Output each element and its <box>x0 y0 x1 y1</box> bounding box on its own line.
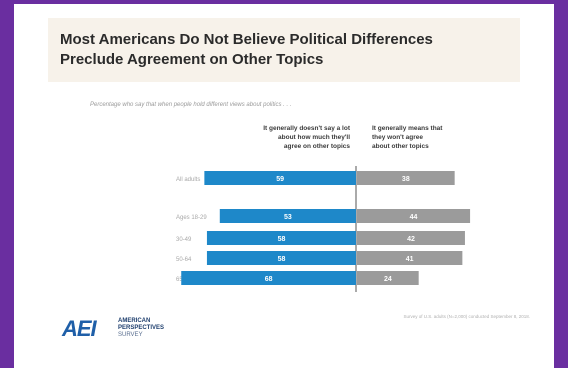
legend-left-line-2: about how much they'll <box>278 134 350 141</box>
bar-right <box>357 271 419 285</box>
bar-right-value: 41 <box>406 256 414 263</box>
legend-left-line-3: agree on other topics <box>283 143 350 150</box>
bar-left-value: 58 <box>278 236 286 243</box>
category-label: Ages 18-29 <box>176 215 207 221</box>
chart-subtitle: Percentage who say that when people hold… <box>90 102 292 108</box>
category-label: 30-49 <box>176 237 192 243</box>
bar-right-value: 44 <box>410 214 418 221</box>
bar-right <box>357 209 471 223</box>
bar-left <box>219 209 356 223</box>
bar-left <box>206 251 356 265</box>
bar-left <box>181 271 356 285</box>
legend-left-line-1: It generally doesn't say a lot <box>263 125 350 132</box>
bar-right-value: 38 <box>402 176 410 183</box>
legend-series-left: It generally doesn't say a lot about how… <box>210 124 350 151</box>
aei-logo-mark: AEI <box>62 316 97 341</box>
bar-right <box>357 251 463 265</box>
bar-left-value: 59 <box>276 176 284 183</box>
bar-right-value: 42 <box>407 236 415 243</box>
bar-left-value: 68 <box>265 276 273 283</box>
logo-text-line-3: SURVEY <box>118 332 143 338</box>
category-label: 50-64 <box>176 257 192 263</box>
bar-right <box>357 171 455 185</box>
aei-logo: AEI AMERICAN PERSPECTIVES SURVEY <box>62 316 202 346</box>
chart-title: Most Americans Do Not Believe Political … <box>60 30 510 70</box>
chart-title-line-2: Preclude Agreement on Other Topics <box>60 51 324 68</box>
bar-left <box>204 171 356 185</box>
source-note: Survey of U.S. adults (N=2,000) conducte… <box>403 314 530 319</box>
bar-left-value: 53 <box>284 214 292 221</box>
chart-title-line-1: Most Americans Do Not Believe Political … <box>60 31 433 48</box>
legend-right-line-2: they won't agree <box>372 134 424 141</box>
bar-right <box>357 231 465 245</box>
legend-right-line-1: It generally means that <box>372 125 443 132</box>
logo-text-line-1: AMERICAN <box>118 318 151 324</box>
legend-series-right: It generally means that they won't agree… <box>372 124 512 151</box>
bar-left-value: 58 <box>278 256 286 263</box>
logo-text-line-2: PERSPECTIVES <box>118 325 165 331</box>
title-band <box>48 18 520 82</box>
bar-right-value: 24 <box>384 276 392 283</box>
bar-left <box>206 231 356 245</box>
category-label: All adults <box>176 177 200 183</box>
legend-right-line-3: about other topics <box>372 143 429 150</box>
